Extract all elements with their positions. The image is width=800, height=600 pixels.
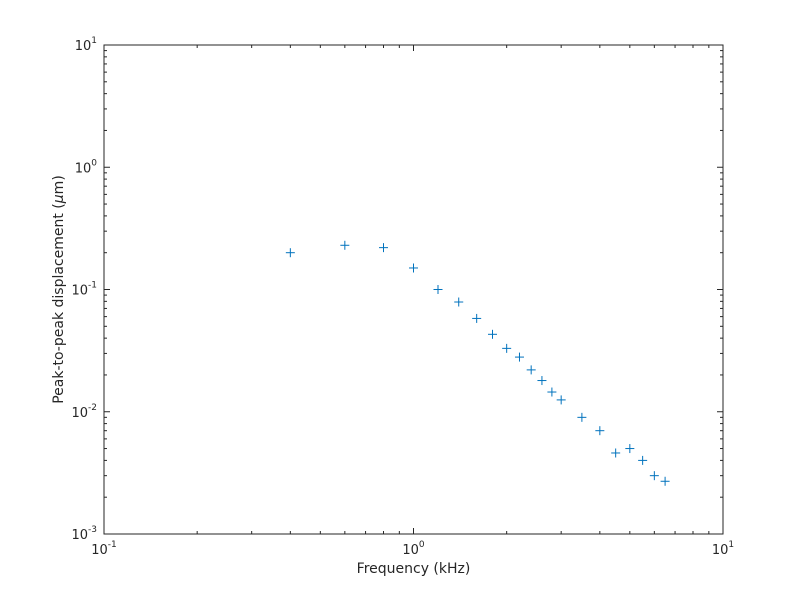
data-point-marker	[526, 365, 536, 375]
data-point-marker	[556, 395, 566, 405]
data-point-marker	[660, 476, 670, 486]
data-point-marker	[454, 297, 464, 307]
y-tick-label-exponent: 0	[91, 158, 97, 168]
x-axis-label: Frequency (kHz)	[357, 561, 471, 577]
data-point-marker	[472, 313, 482, 323]
data-point-marker	[285, 248, 295, 258]
x-axis-ticks: 10-1 100 101	[91, 45, 734, 558]
data-point-marker	[340, 240, 350, 250]
data-point-marker	[514, 352, 524, 362]
x-tick-label-base: 10	[402, 543, 419, 558]
data-point-marker	[537, 376, 547, 386]
y-tick-label-exponent: -3	[88, 525, 97, 535]
y-axis-label-unit: m)	[51, 175, 67, 194]
data-point-marker	[611, 448, 621, 458]
data-markers	[285, 240, 670, 486]
y-tick-label-base: 10	[71, 528, 88, 543]
data-point-marker	[502, 343, 512, 353]
data-point-marker	[577, 412, 587, 422]
data-point-marker	[547, 387, 557, 397]
data-point-marker	[409, 263, 418, 273]
y-axis-label-text: Peak-to-peak displacement (	[51, 203, 67, 404]
plot-area	[103, 44, 724, 535]
y-tick-label-exponent: -2	[88, 403, 97, 413]
x-tick-label-exponent: -1	[108, 540, 117, 550]
x-tick-label-exponent: 0	[419, 540, 425, 550]
data-point-marker	[625, 444, 635, 454]
y-tick-label-base: 10	[75, 161, 92, 176]
data-point-marker	[649, 471, 659, 481]
y-axis-label-symbol: μ	[51, 194, 67, 204]
data-point-marker	[488, 329, 498, 339]
y-tick-label: 10-2	[71, 403, 97, 421]
y-tick-label-base: 10	[75, 39, 92, 54]
x-tick-label-exponent: 1	[728, 540, 734, 550]
y-tick-label: 101	[75, 36, 97, 54]
x-tick-label: 10-1	[91, 540, 117, 558]
data-point-marker	[595, 426, 605, 436]
y-tick-label: 10-3	[71, 525, 97, 543]
x-tick-label: 101	[712, 540, 734, 558]
y-tick-label-base: 10	[71, 284, 88, 299]
y-axis-label: Peak-to-peak displacement (μm)	[51, 175, 67, 404]
x-tick-label-base: 10	[712, 543, 729, 558]
y-tick-label-exponent: 1	[91, 36, 97, 46]
data-point-marker	[638, 455, 648, 465]
x-tick-label: 100	[402, 540, 425, 558]
x-tick-label-base: 10	[91, 543, 108, 558]
y-tick-label: 100	[75, 158, 98, 176]
data-point-marker	[379, 243, 389, 253]
data-point-marker	[433, 285, 443, 294]
y-tick-label-exponent: -1	[88, 281, 97, 291]
y-tick-label: 10-1	[71, 281, 97, 299]
y-tick-label-base: 10	[71, 406, 88, 421]
